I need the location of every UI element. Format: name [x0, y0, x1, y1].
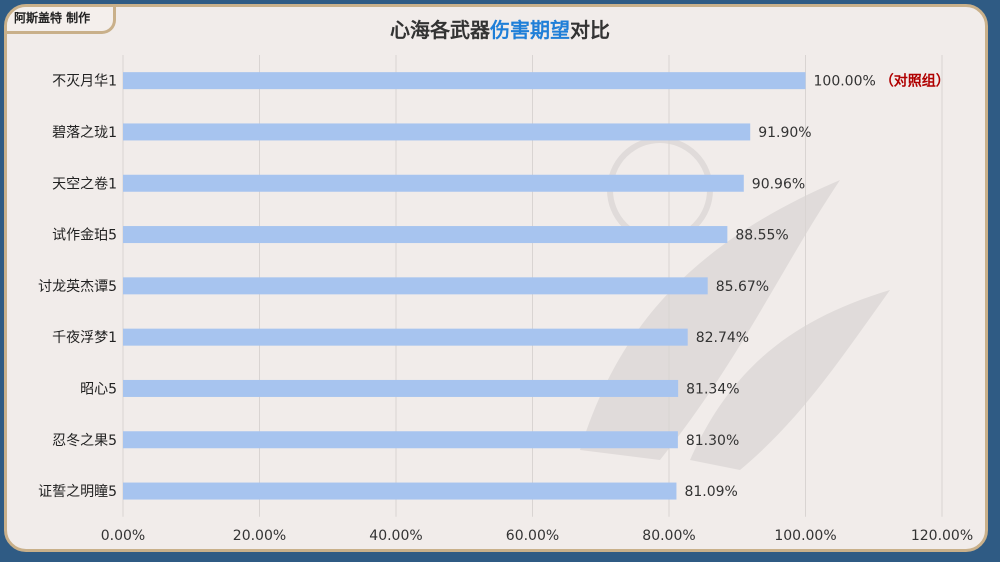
bar	[123, 379, 679, 397]
category-label: 忍冬之果5	[52, 433, 117, 449]
bar	[123, 226, 728, 244]
x-tick-label: 20.00%	[233, 528, 286, 544]
value-label: 88.55%	[735, 228, 788, 244]
category-label: 昭心5	[80, 381, 117, 397]
title-highlight: 伤害期望	[490, 18, 570, 42]
bar	[123, 431, 678, 449]
value-label: 91.90%	[758, 125, 811, 141]
value-label: 82.74%	[696, 330, 749, 346]
category-label: 碧落之珑1	[52, 125, 117, 141]
category-label: 天空之卷1	[52, 176, 117, 192]
x-tick-label: 100.00%	[774, 528, 836, 544]
category-label: 试作金珀5	[52, 228, 117, 244]
x-tick-label: 120.00%	[911, 528, 973, 544]
chart-title: 心海各武器伤害期望对比	[0, 14, 1000, 43]
reference-note: （对照组）	[880, 73, 950, 90]
x-tick-label: 40.00%	[369, 528, 422, 544]
title-prefix: 心海各武器	[390, 18, 490, 42]
bar	[123, 123, 751, 141]
x-tick-label: 60.00%	[506, 528, 559, 544]
bar	[123, 277, 708, 295]
value-label: 100.00% （对照组）	[814, 73, 950, 90]
bar	[123, 328, 688, 346]
bar	[123, 72, 806, 90]
credit-tab	[7, 7, 116, 34]
value-label: 85.67%	[716, 279, 769, 295]
value-label: 81.30%	[686, 433, 739, 449]
author-credit: 阿斯盖特 制作	[14, 11, 91, 25]
category-label: 不灭月华1	[52, 74, 117, 90]
title-suffix: 对比	[570, 18, 610, 42]
x-tick-label: 0.00%	[101, 528, 145, 544]
category-label: 讨龙英杰谭5	[38, 278, 117, 295]
value-label: 81.34%	[686, 381, 739, 397]
x-tick-label: 80.00%	[642, 528, 695, 544]
bar	[123, 482, 677, 500]
value-label: 90.96%	[752, 176, 805, 192]
category-label: 证誓之明瞳5	[38, 483, 117, 500]
value-label: 81.09%	[684, 484, 737, 500]
bar	[123, 174, 744, 192]
category-label: 千夜浮梦1	[52, 330, 117, 346]
